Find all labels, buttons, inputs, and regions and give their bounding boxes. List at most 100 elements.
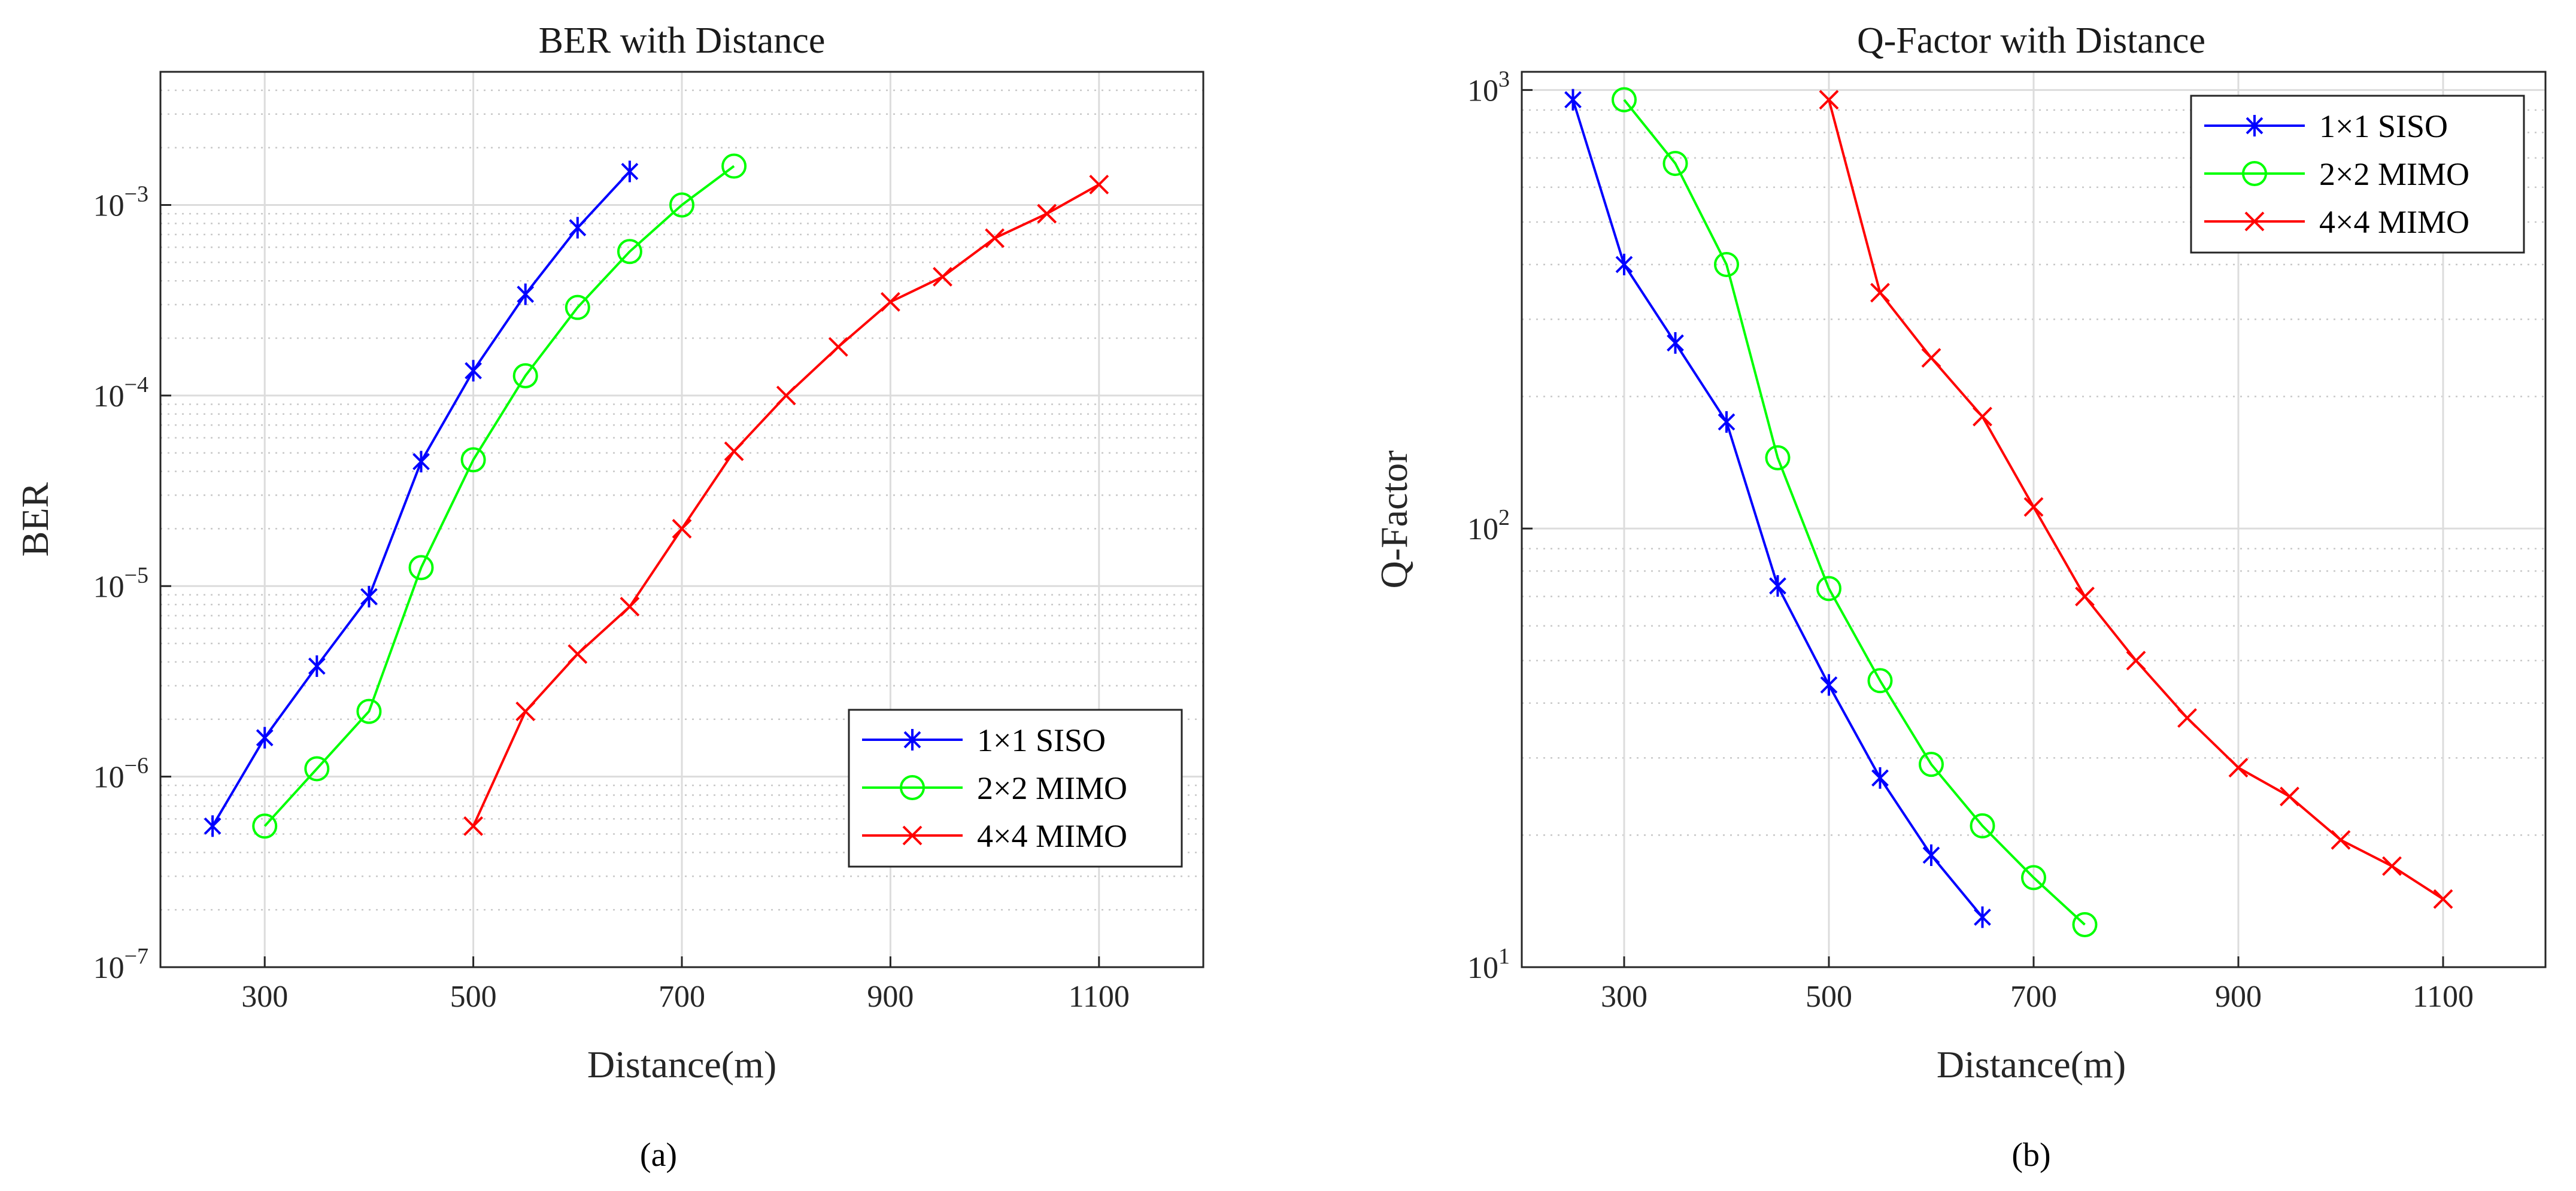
y-tick-exponent: −7 <box>125 944 148 969</box>
data-point <box>1820 674 1838 696</box>
y-tick-exponent: 3 <box>1498 66 1510 92</box>
data-point <box>828 337 848 357</box>
data-point <box>569 217 587 239</box>
data-point <box>2280 786 2299 807</box>
x-tick-label: 1100 <box>2413 980 2474 1014</box>
legend-marker <box>903 729 921 751</box>
y-tick-exponent: 1 <box>1498 944 1510 969</box>
y-axis-label: BER <box>14 482 56 557</box>
data-point <box>256 727 274 749</box>
data-point <box>2023 497 2044 517</box>
data-point <box>2072 912 2098 937</box>
data-point <box>1919 752 1944 777</box>
data-point <box>1973 406 1992 427</box>
data-point <box>204 815 222 837</box>
y-tick-label: 10−3 <box>93 182 148 223</box>
y-tick-label: 10−4 <box>93 372 148 414</box>
data-point <box>2331 830 2351 850</box>
x-tick-label: 700 <box>659 980 705 1014</box>
x-tick-label: 500 <box>1806 980 1852 1014</box>
legend-label: 1×1 SISO <box>2319 108 2448 144</box>
data-point <box>1921 348 1941 368</box>
data-point <box>880 292 900 312</box>
data-point <box>1765 445 1791 470</box>
data-point <box>1037 203 1057 224</box>
data-point <box>2075 587 2095 607</box>
data-point <box>985 228 1005 248</box>
legend-label: 2×2 MIMO <box>2319 156 2469 192</box>
legend-label: 4×4 MIMO <box>2319 204 2469 240</box>
data-point <box>360 585 378 607</box>
data-point <box>1714 251 1739 277</box>
series-line <box>1571 99 1984 918</box>
series-line <box>211 171 631 827</box>
x-tick-label: 300 <box>1601 980 1647 1014</box>
x-tick-label: 1100 <box>1069 980 1130 1014</box>
data-point <box>512 363 538 388</box>
x-tick-label: 900 <box>2215 980 2262 1014</box>
series-line <box>263 165 735 827</box>
legend-marker <box>2246 115 2264 136</box>
data-point <box>1662 151 1688 177</box>
legend-label: 1×1 SISO <box>977 722 1106 758</box>
data-point <box>1922 844 1940 866</box>
data-point <box>933 267 952 287</box>
x-axis-label: Distance(m) <box>587 1043 776 1086</box>
data-point <box>1974 906 1991 928</box>
data-point <box>515 701 536 722</box>
data-point <box>669 192 694 218</box>
data-point <box>1612 87 1637 113</box>
data-point <box>1718 411 1735 433</box>
legend-marker <box>2242 161 2267 186</box>
data-point <box>1867 668 1893 694</box>
data-point <box>1667 332 1684 354</box>
data-point <box>621 160 639 183</box>
y-tick-label: 103 <box>1467 66 1510 108</box>
legend-label: 4×4 MIMO <box>977 818 1127 854</box>
y-tick-label: 102 <box>1467 505 1510 546</box>
panel-b: Q-Factor with Distance 101 102 103 300 500 70… <box>1373 20 2547 1174</box>
data-point <box>617 239 642 265</box>
data-point <box>1564 89 1582 111</box>
legend-marker <box>902 825 923 846</box>
y-tick-label: 10−7 <box>93 944 148 985</box>
data-point <box>2433 889 2453 909</box>
data-point <box>2177 708 2197 728</box>
data-point <box>672 519 692 539</box>
data-point <box>412 451 430 473</box>
y-tick-exponent: 2 <box>1498 505 1510 530</box>
x-tick-label: 900 <box>867 980 914 1014</box>
x-tick-label: 500 <box>450 980 497 1014</box>
data-point <box>776 385 796 406</box>
data-point <box>1769 575 1786 597</box>
data-point <box>1819 90 1839 110</box>
y-tick-label: 10−5 <box>93 563 148 604</box>
data-point <box>724 441 744 461</box>
legend-label: 2×2 MIMO <box>977 770 1127 806</box>
x-tick-label: 700 <box>2010 980 2057 1014</box>
data-point <box>2126 651 2146 671</box>
y-tick-label: 101 <box>1467 944 1510 985</box>
data-point <box>2228 758 2249 778</box>
data-point <box>1870 282 1890 303</box>
panel-caption: (a) <box>640 1137 677 1174</box>
data-point <box>721 153 747 179</box>
data-point <box>1615 253 1633 275</box>
data-point <box>1970 813 1995 838</box>
data-point <box>517 283 535 305</box>
panel-a: BER with Distance 10−7 10−6 10−5 10−4 10−3 30… <box>14 20 1204 1174</box>
chart-title: Q-Factor with Distance <box>1857 20 2205 61</box>
data-point <box>568 644 588 664</box>
chart-title: BER with Distance <box>539 20 826 61</box>
legend-marker <box>2244 211 2265 232</box>
y-tick-exponent: −6 <box>125 754 148 779</box>
data-point <box>2382 856 2402 876</box>
data-point <box>465 360 482 382</box>
data-point <box>308 655 326 677</box>
data-point <box>565 294 590 320</box>
data-point <box>460 447 486 473</box>
data-point <box>1816 576 1841 601</box>
data-point <box>463 816 484 836</box>
data-point <box>408 555 434 581</box>
